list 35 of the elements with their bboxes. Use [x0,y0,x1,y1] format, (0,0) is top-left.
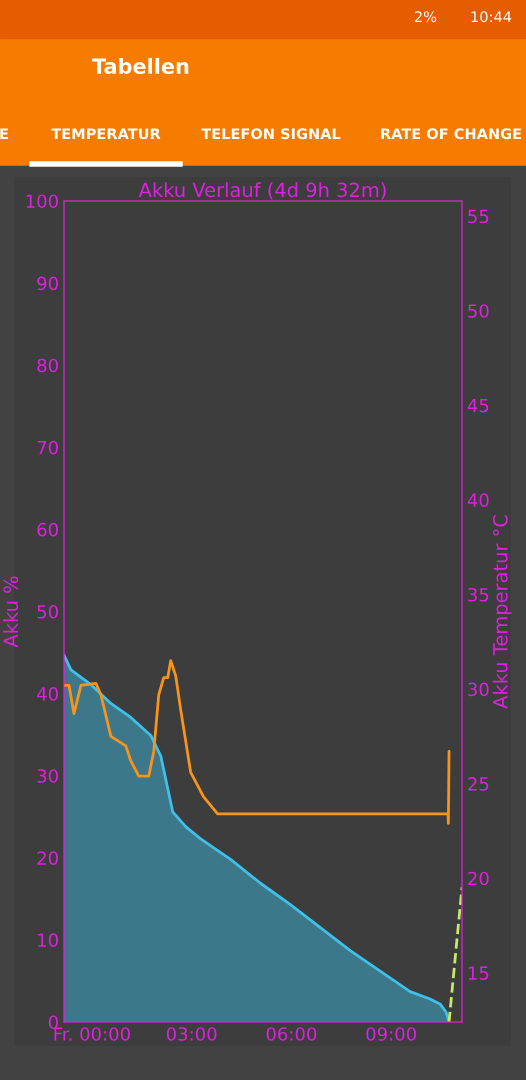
y-tick-label: 30 [37,769,58,783]
x-tick-label: Fr. 00:00 [54,1027,130,1041]
y-tick-label: 60 [37,522,58,537]
y-tick-label: 100 [26,194,58,209]
text: 2% [414,11,437,23]
line-series [64,659,451,825]
y2-tick-label: 35 [468,587,489,602]
y-tick-label: 10 [38,933,58,948]
y-tick-label: 50 [37,604,58,619]
y-axis-title: Akku % [3,576,19,648]
x-tick-label: 09:00 [366,1027,416,1041]
text: 10:44 [471,11,512,23]
text: RATE OF CHANGE [381,128,521,140]
chart-title: Akku Verlauf (4d 9h 32m) [138,182,386,200]
y2-tick-label: 45 [467,399,489,413]
y-tick-label: 20 [37,851,58,865]
text: TEMPERATUR [51,128,161,140]
text: Tabellen [92,57,189,75]
y-tick-label: 40 [37,687,58,701]
y-tick-label: 70 [37,440,58,455]
y2-tick-label: 20 [468,871,489,886]
y2-tick-label: 15 [468,966,489,980]
x-tick-label: 03:00 [166,1027,217,1041]
y2-tick-label: 50 [468,304,489,318]
y2-tick-label: 25 [468,777,489,791]
y2-tick-label: 30 [468,682,489,697]
y-tick-label: 0 [48,1015,58,1030]
x-tick-label: 06:00 [266,1027,317,1041]
y-tick-label: 90 [37,276,58,291]
y2-tick-label: 40 [467,493,489,508]
y-tick-label: 80 [37,358,58,373]
y2-axis-title: Akku Temperatur °C [492,515,512,709]
y2-tick-label: 55 [468,209,489,224]
text: TELEFON SIGNAL [201,128,341,140]
text: E [0,128,8,140]
